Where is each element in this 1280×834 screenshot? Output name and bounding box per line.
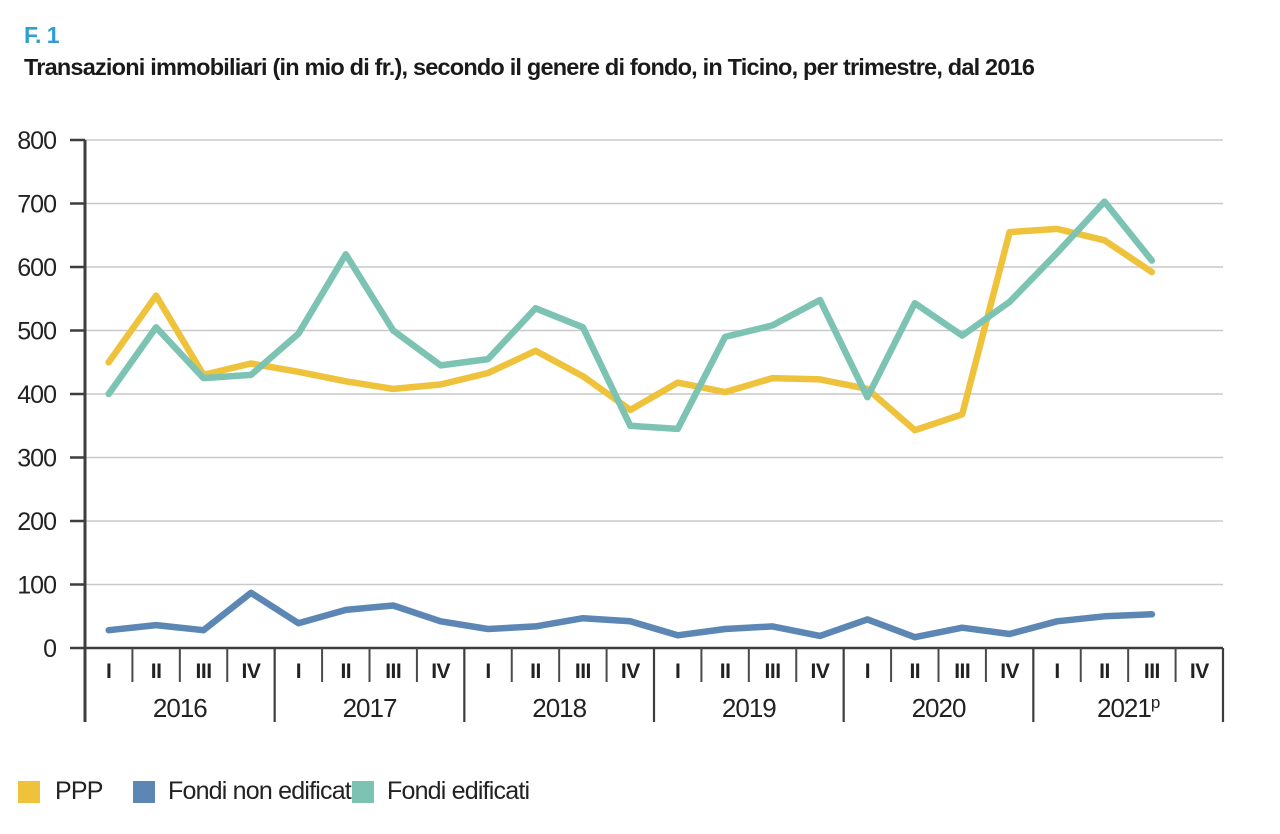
svg-text:100: 100 [17,572,56,600]
svg-text:III: III [575,660,591,683]
svg-text:300: 300 [17,445,56,473]
svg-text:IV: IV [1190,660,1209,683]
svg-text:2019: 2019 [722,693,776,723]
svg-text:I: I [865,660,870,683]
svg-text:II: II [340,660,351,683]
svg-text:2018: 2018 [532,693,586,723]
svg-text:500: 500 [17,318,56,346]
svg-text:III: III [1144,660,1160,683]
svg-text:IV: IV [1000,660,1019,683]
svg-text:700: 700 [17,191,56,219]
svg-text:I: I [106,660,111,683]
svg-text:I: I [485,660,490,683]
svg-text:I: I [1054,660,1059,683]
svg-text:IV: IV [811,660,830,683]
svg-text:2020: 2020 [912,693,966,723]
figure-number: F. 1 [24,22,60,48]
svg-text:I: I [296,660,301,683]
svg-text:I: I [675,660,680,683]
svg-text:II: II [1099,660,1110,683]
svg-text:200: 200 [17,508,56,536]
svg-text:III: III [954,660,970,683]
svg-text:800: 800 [17,127,56,155]
svg-text:2016: 2016 [153,693,207,723]
svg-text:400: 400 [17,381,56,409]
chart-title: Transazioni immobiliari (in mio di fr.),… [24,54,1035,80]
svg-text:II: II [720,660,731,683]
svg-text:II: II [151,660,162,683]
svg-text:2017: 2017 [343,693,397,723]
svg-text:IV: IV [431,660,450,683]
svg-text:600: 600 [17,254,56,282]
svg-text:0: 0 [43,635,56,663]
svg-text:III: III [385,660,401,683]
svg-text:IV: IV [242,660,261,683]
svg-text:III: III [196,660,212,683]
svg-text:III: III [765,660,781,683]
svg-text:II: II [530,660,541,683]
svg-text:IV: IV [621,660,640,683]
svg-text:II: II [909,660,920,683]
svg-text:2021p: 2021p [1097,693,1160,723]
